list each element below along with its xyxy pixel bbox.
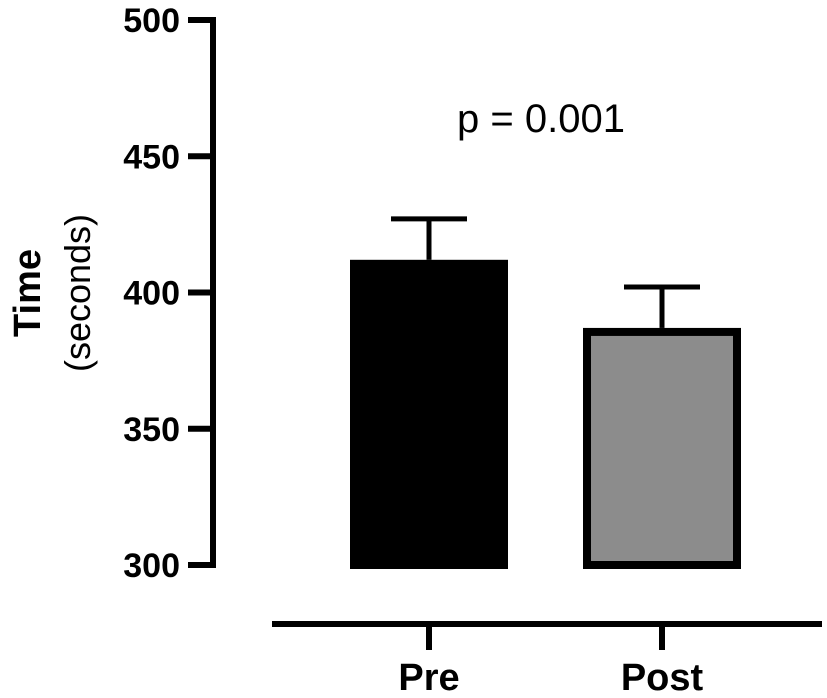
x-axis-ticks: Pre Post <box>398 624 704 698</box>
x-tick-label-post: Post <box>621 657 704 698</box>
y-axis-label-group: Time (seconds) <box>7 214 98 372</box>
y-tick-label: 300 <box>123 547 180 585</box>
x-tick-label-pre: Pre <box>398 657 459 698</box>
y-axis-ticks: 300 350 400 450 500 <box>123 2 216 585</box>
p-value-annotation: p = 0.001 <box>457 97 625 141</box>
y-tick-label: 350 <box>123 411 180 449</box>
y-axis-sublabel: (seconds) <box>57 214 98 372</box>
y-axis-label: Time <box>7 249 49 337</box>
y-tick-label: 500 <box>123 2 180 40</box>
bars-group <box>350 216 741 569</box>
bar-pre <box>350 259 508 569</box>
y-tick-label: 450 <box>123 138 180 176</box>
bar-post <box>583 327 741 569</box>
y-tick-label: 400 <box>123 275 180 313</box>
